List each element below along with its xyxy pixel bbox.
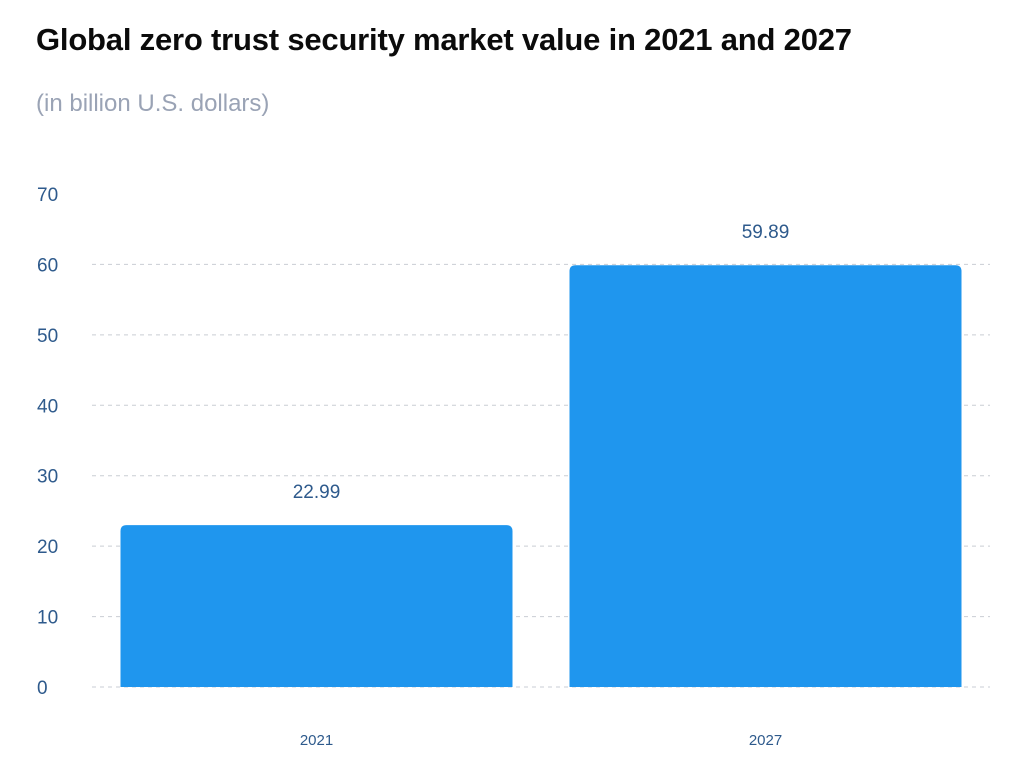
value-labels: 22.99 59.89 <box>293 222 790 503</box>
value-label-2027: 59.89 <box>742 222 790 243</box>
y-tick-label: 40 <box>37 396 58 417</box>
y-tick-label: 70 <box>37 185 58 206</box>
bars <box>120 265 962 687</box>
y-tick-label: 30 <box>37 467 58 488</box>
chart-title: Global zero trust security market value … <box>36 22 852 57</box>
bar-2027 <box>569 265 962 687</box>
gridlines <box>92 263 990 688</box>
y-tick-label: 50 <box>37 326 58 347</box>
x-axis-categories: 2021 2027 <box>300 732 782 749</box>
y-axis-ticks: 0 10 20 30 40 50 60 70 <box>37 185 58 699</box>
x-category-label-2027: 2027 <box>749 732 782 749</box>
value-label-2021: 22.99 <box>293 482 341 503</box>
y-tick-label: 0 <box>37 678 48 699</box>
y-tick-label: 20 <box>37 537 58 558</box>
x-category-label-2021: 2021 <box>300 732 333 749</box>
chart-subtitle: (in billion U.S. dollars) <box>36 90 270 117</box>
bar-2021 <box>120 525 513 687</box>
y-tick-label: 60 <box>37 255 58 276</box>
y-tick-label: 10 <box>37 608 58 629</box>
